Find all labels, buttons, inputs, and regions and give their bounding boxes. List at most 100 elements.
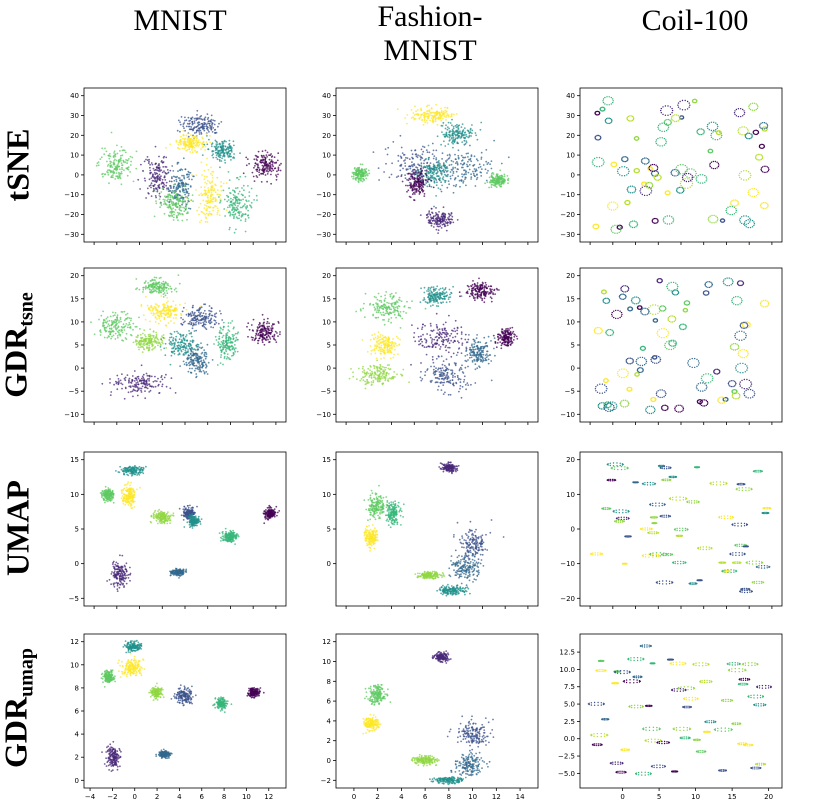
- scatter-point: [416, 109, 419, 111]
- scatter-point: [712, 131, 714, 133]
- scatter-point: [187, 170, 190, 173]
- scatter-point: [114, 311, 117, 314]
- scatter-point: [195, 315, 198, 318]
- scatter-point: [175, 186, 178, 189]
- scatter-point: [169, 169, 172, 172]
- scatter-point: [656, 168, 658, 171]
- scatter-point: [260, 161, 263, 164]
- scatter-point: [196, 122, 199, 124]
- scatter-point: [456, 219, 459, 221]
- scatter-point: [388, 176, 391, 179]
- scatter-point: [170, 333, 173, 336]
- scatter-point: [147, 285, 150, 287]
- scatter-point: [199, 319, 201, 322]
- scatter-point: [211, 122, 214, 125]
- scatter-point: [187, 322, 190, 325]
- scatter-point: [636, 223, 639, 225]
- scatter-point: [627, 119, 630, 122]
- scatter-point: [130, 160, 132, 163]
- scatter-point: [142, 286, 144, 289]
- scatter-point: [465, 184, 467, 187]
- scatter-point: [420, 107, 422, 110]
- scatter-point: [270, 156, 273, 158]
- scatter-point: [463, 162, 466, 165]
- scatter-point: [116, 144, 118, 147]
- scatter-point: [762, 122, 764, 124]
- scatter-point: [119, 334, 121, 337]
- scatter-point: [204, 303, 207, 306]
- scatter-point: [352, 177, 355, 180]
- scatter-point: [636, 225, 638, 227]
- scatter-point: [431, 118, 434, 121]
- scatter-point: [436, 123, 439, 126]
- scatter-point: [203, 326, 206, 328]
- scatter-point: [668, 215, 671, 217]
- scatter-point: [269, 167, 272, 170]
- scatter-point: [153, 183, 156, 186]
- scatter-point: [216, 158, 219, 161]
- scatter-point: [767, 167, 770, 169]
- scatter-point: [360, 178, 362, 180]
- scatter-point: [629, 120, 631, 122]
- scatter-point: [447, 121, 450, 124]
- scatter-point: [739, 217, 741, 219]
- scatter-point: [219, 194, 222, 197]
- scatter-point: [666, 118, 668, 121]
- scatter-point: [241, 206, 244, 209]
- scatter-point: [743, 215, 745, 217]
- scatter-point: [448, 164, 451, 166]
- scatter-point: [280, 162, 282, 165]
- scatter-point: [150, 340, 153, 343]
- scatter-point: [767, 204, 769, 207]
- scatter-point: [761, 155, 763, 157]
- scatter-point: [232, 189, 234, 192]
- scatter-point: [113, 162, 116, 165]
- scatter-point: [650, 188, 652, 190]
- scatter-point: [227, 195, 230, 198]
- scatter-point: [747, 216, 749, 218]
- scatter-point: [254, 162, 257, 165]
- scatter-point: [661, 122, 663, 124]
- y-tick-label: −10: [316, 191, 331, 199]
- scatter-point: [148, 344, 151, 347]
- scatter-point: [149, 283, 152, 286]
- scatter-point: [116, 168, 119, 171]
- scatter-point: [696, 131, 698, 133]
- scatter-point: [413, 114, 416, 116]
- scatter-point: [196, 134, 198, 137]
- scatter-point: [224, 215, 227, 217]
- scatter-point: [435, 223, 438, 226]
- scatter-point: [230, 197, 232, 200]
- scatter-point: [695, 172, 697, 175]
- scatter-point: [733, 205, 735, 207]
- scatter-point: [730, 202, 732, 204]
- scatter-point: [172, 300, 175, 303]
- scatter-point: [156, 318, 158, 320]
- scatter-point: [396, 108, 399, 111]
- scatter-point: [418, 193, 421, 195]
- scatter-point: [760, 170, 763, 172]
- scatter-point: [205, 123, 208, 126]
- scatter-point: [238, 214, 241, 217]
- scatter-point: [431, 153, 434, 155]
- scatter-point: [628, 191, 630, 193]
- scatter-point: [129, 319, 132, 322]
- scatter-point: [142, 288, 145, 291]
- scatter-point: [460, 179, 463, 181]
- scatter-point: [121, 168, 123, 171]
- scatter-point: [210, 326, 212, 328]
- scatter-point: [257, 164, 259, 167]
- scatter-point: [141, 351, 144, 353]
- scatter-point: [480, 168, 483, 170]
- scatter-point: [144, 280, 147, 283]
- scatter-point: [451, 140, 454, 143]
- scatter-point: [674, 114, 676, 116]
- scatter-point: [247, 214, 249, 217]
- scatter-point: [247, 200, 250, 202]
- scatter-point: [182, 191, 185, 194]
- scatter-point: [166, 284, 169, 286]
- scatter-point: [203, 193, 205, 195]
- scatter-point: [126, 312, 129, 315]
- scatter-point: [458, 179, 461, 182]
- scatter-point: [136, 336, 139, 339]
